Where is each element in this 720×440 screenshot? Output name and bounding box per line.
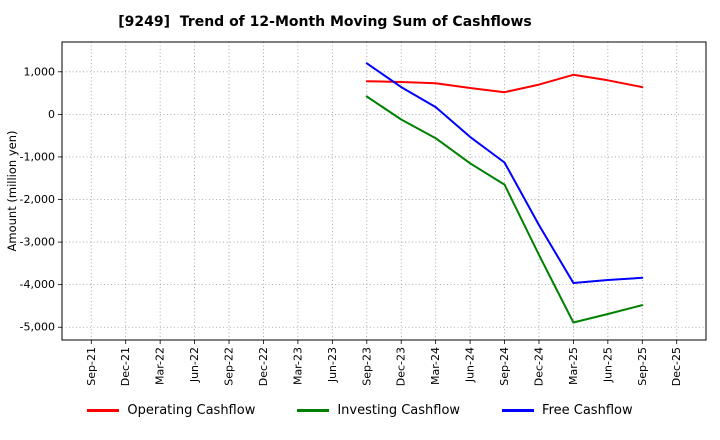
- y-tick-label: -4,000: [20, 278, 55, 291]
- legend-item-free: Free Cashflow: [502, 403, 633, 418]
- plot-border: [61, 41, 707, 341]
- legend-label-free: Free Cashflow: [542, 403, 633, 418]
- x-tick-label: Mar-25: [567, 347, 580, 385]
- x-tick-label: Jun-24: [464, 347, 477, 383]
- chart-plot-area: Amount (million yen) 1,000 0 -1,000 -2,000 -…: [5, 41, 707, 386]
- free-line-swatch: [502, 409, 535, 412]
- chart-legend: Operating Cashflow Investing Cashflow Fr…: [0, 403, 720, 418]
- series-line-0: [365, 73, 644, 94]
- x-tick-label: Mar-23: [291, 347, 304, 385]
- x-tick-label: Jun-22: [188, 347, 201, 383]
- x-tick-label: Mar-24: [429, 347, 442, 385]
- x-tick-label: Dec-23: [395, 347, 408, 386]
- y-tick-label: -1,000: [20, 150, 55, 163]
- x-tick-label: Sep-23: [360, 347, 373, 386]
- x-tick-label: Mar-22: [154, 347, 167, 385]
- x-tick-label: Sep-25: [636, 347, 649, 386]
- x-tick-label: Jun-23: [326, 347, 339, 383]
- operating-line-swatch: [87, 409, 120, 412]
- y-tick-label: -5,000: [20, 321, 55, 334]
- y-tick-label: -2,000: [20, 193, 55, 206]
- x-tick-label: Sep-22: [223, 347, 236, 386]
- x-tick-label: Dec-21: [119, 347, 132, 386]
- series-line-2: [365, 62, 644, 284]
- chart-title: [9249] Trend of 12-Month Moving Sum of C…: [118, 14, 532, 30]
- legend-label-investing: Investing Cashflow: [337, 403, 461, 418]
- x-tick-label: Dec-25: [670, 347, 683, 386]
- x-tick-label: Jun-25: [601, 347, 614, 383]
- x-tick-label: Dec-24: [532, 347, 545, 386]
- y-tick-label: 1,000: [24, 65, 56, 78]
- x-tick-label: Sep-21: [85, 347, 98, 386]
- legend-item-investing: Investing Cashflow: [297, 403, 460, 418]
- investing-line-swatch: [297, 409, 330, 412]
- y-tick-label: 0: [48, 108, 55, 121]
- legend-label-operating: Operating Cashflow: [127, 403, 256, 418]
- x-tick-label: Sep-24: [498, 347, 511, 386]
- series-line-1: [365, 95, 644, 324]
- legend-item-operating: Operating Cashflow: [87, 403, 255, 418]
- y-axis-label: Amount (million yen): [5, 131, 19, 252]
- x-tick-label: Dec-22: [257, 347, 270, 386]
- y-tick-label: -3,000: [20, 236, 55, 249]
